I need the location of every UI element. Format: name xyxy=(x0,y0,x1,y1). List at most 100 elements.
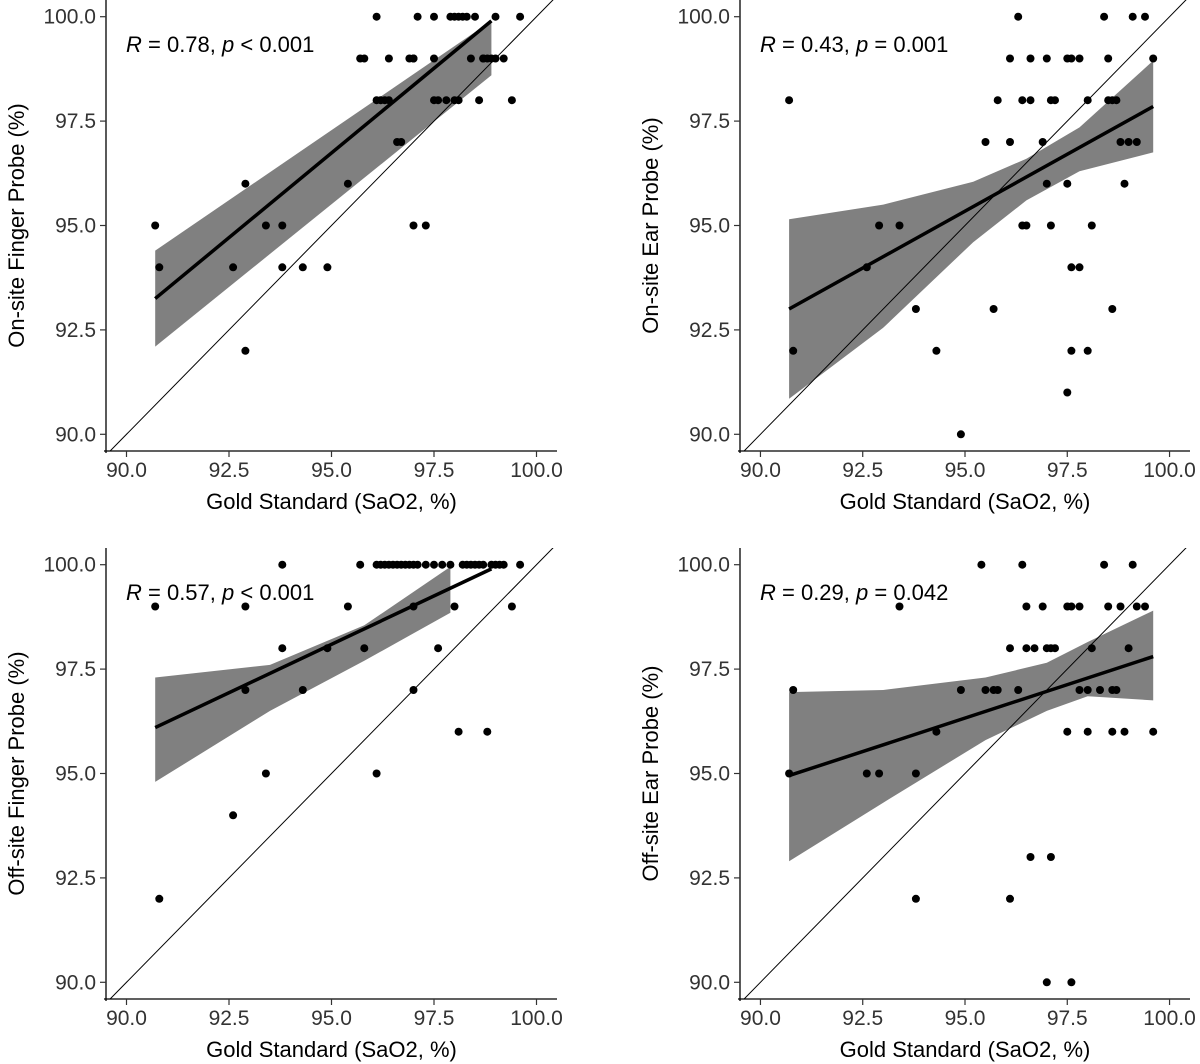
y-tick-label: 90.0 xyxy=(55,423,96,446)
data-point xyxy=(343,602,352,611)
data-point xyxy=(516,12,525,21)
confidence-band xyxy=(789,610,1154,862)
x-tick-label: 92.5 xyxy=(842,1007,883,1030)
data-point xyxy=(1116,602,1125,611)
y-axis-title: Off-site Finger Probe (%) xyxy=(4,651,29,895)
panel-bottom-right: 90.0 92.5 95.0 97.5 100.0 90.0 92.5 95.0 97.5 100… xyxy=(638,548,1196,1062)
data-point xyxy=(462,12,471,21)
data-point xyxy=(397,138,406,146)
data-point xyxy=(261,221,270,230)
regression-line xyxy=(154,567,493,730)
data-point xyxy=(911,894,920,903)
data-point xyxy=(977,560,986,569)
panel-bottom-left: 90.0 92.5 95.0 97.5 100.0 90.0 92.5 95.0 97.5 100… xyxy=(4,548,563,1062)
data-point xyxy=(491,54,500,63)
identity-line xyxy=(109,548,554,999)
data-point xyxy=(862,769,871,778)
x-tick-label: 95.0 xyxy=(945,1007,986,1030)
data-point xyxy=(409,686,418,694)
p-value: = 0.042 xyxy=(868,580,948,605)
y-tick-label: 100.0 xyxy=(43,6,96,29)
data-point xyxy=(1038,602,1047,611)
data-point xyxy=(1038,138,1047,146)
data-point xyxy=(323,644,332,653)
data-point xyxy=(499,560,508,569)
y-tick-label: 100.0 xyxy=(43,554,96,577)
data-point xyxy=(1067,602,1076,611)
data-point xyxy=(993,96,1002,105)
data-point xyxy=(1046,853,1055,861)
data-point xyxy=(372,12,381,21)
p-symbol: p xyxy=(221,580,234,605)
data-point xyxy=(875,769,884,778)
data-point xyxy=(241,602,250,611)
data-point xyxy=(155,263,164,272)
data-point xyxy=(785,769,794,778)
y-tick-label: 100.0 xyxy=(677,554,730,577)
data-point xyxy=(1096,686,1104,694)
data-point xyxy=(993,686,1002,694)
data-point xyxy=(241,179,250,188)
data-point xyxy=(911,305,920,313)
p-value: < 0.001 xyxy=(234,580,314,605)
x-tick-label: 97.5 xyxy=(1047,1007,1088,1030)
data-point xyxy=(1083,686,1092,694)
data-point xyxy=(1087,644,1096,653)
data-points xyxy=(151,12,525,355)
data-point xyxy=(499,54,508,63)
data-point xyxy=(1067,54,1076,63)
data-point xyxy=(1006,644,1014,653)
data-points xyxy=(785,12,1158,439)
data-point xyxy=(911,769,920,778)
y-tick-label: 92.5 xyxy=(689,319,730,342)
data-point xyxy=(1149,54,1158,63)
p-symbol: p xyxy=(855,32,868,57)
r-value: = 0.43, xyxy=(776,32,856,57)
y-tick-label: 90.0 xyxy=(55,971,96,994)
r-symbol: R xyxy=(760,32,776,57)
data-point xyxy=(1075,686,1084,694)
data-point xyxy=(360,54,369,63)
data-point xyxy=(1026,54,1035,63)
data-point xyxy=(1022,644,1031,653)
y-axis-title: Off-site Ear Probe (%) xyxy=(638,666,663,882)
data-point xyxy=(298,686,307,694)
x-axis-title: Gold Standard (SaO2, %) xyxy=(206,1037,457,1062)
data-point xyxy=(989,305,998,313)
x-tick-label: 97.5 xyxy=(414,1007,455,1030)
data-point xyxy=(1128,560,1137,569)
data-point xyxy=(875,221,884,230)
y-tick-label: 95.0 xyxy=(689,215,730,238)
x-tick-label: 97.5 xyxy=(1047,459,1088,482)
data-point xyxy=(409,54,418,63)
data-point xyxy=(1132,602,1141,611)
data-point xyxy=(1128,12,1137,21)
data-point xyxy=(1063,388,1072,397)
data-point xyxy=(1120,727,1129,736)
data-point xyxy=(1108,727,1117,736)
x-axis-title: Gold Standard (SaO2, %) xyxy=(840,489,1091,514)
x-tick-label: 100.0 xyxy=(1143,459,1196,482)
data-point xyxy=(421,560,430,569)
identity-line xyxy=(743,0,1187,451)
data-point xyxy=(356,560,365,569)
data-points xyxy=(151,560,525,903)
correlation-stat: R = 0.43, p = 0.001 xyxy=(760,32,948,57)
y-axis-title: On-site Ear Probe (%) xyxy=(638,117,663,333)
y-tick-label: 90.0 xyxy=(689,971,730,994)
data-point xyxy=(278,644,287,653)
data-point xyxy=(442,96,451,105)
data-point xyxy=(1006,138,1014,146)
correlation-stat: R = 0.29, p = 0.042 xyxy=(760,580,948,605)
data-point xyxy=(1014,12,1023,21)
data-point xyxy=(1006,894,1014,903)
r-value: = 0.78, xyxy=(142,32,222,57)
data-point xyxy=(1042,54,1051,63)
data-point xyxy=(241,686,250,694)
data-point xyxy=(483,727,492,736)
r-value: = 0.29, xyxy=(776,580,856,605)
data-point xyxy=(479,560,488,569)
data-point xyxy=(1051,96,1059,105)
data-point xyxy=(229,811,238,820)
data-point xyxy=(507,602,516,611)
